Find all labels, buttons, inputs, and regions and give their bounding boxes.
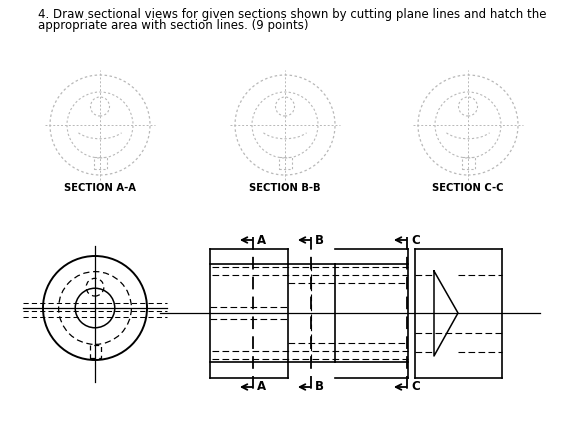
Text: SECTION A-A: SECTION A-A xyxy=(64,183,136,193)
Bar xyxy=(89,345,100,358)
Bar xyxy=(461,157,474,169)
Text: A: A xyxy=(257,234,266,247)
Text: C: C xyxy=(411,380,420,393)
Text: C: C xyxy=(411,234,420,247)
Bar xyxy=(93,157,106,169)
Text: B: B xyxy=(315,380,324,393)
Bar xyxy=(279,157,291,169)
Text: appropriate area with section lines. (9 points): appropriate area with section lines. (9 … xyxy=(38,19,308,32)
Text: B: B xyxy=(315,234,324,247)
Text: SECTION C-C: SECTION C-C xyxy=(432,183,504,193)
Text: A: A xyxy=(257,380,266,393)
Text: 4. Draw sectional views for given sections shown by cutting plane lines and hatc: 4. Draw sectional views for given sectio… xyxy=(38,8,547,21)
Text: SECTION B-B: SECTION B-B xyxy=(249,183,321,193)
